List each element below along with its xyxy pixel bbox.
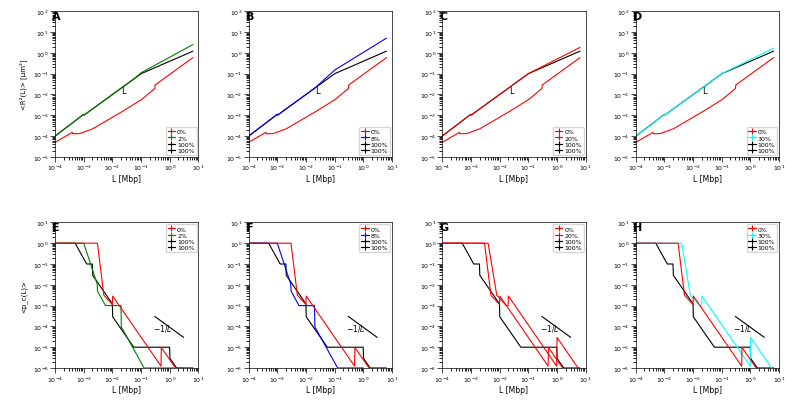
X-axis label: L [Mbp]: L [Mbp] [693, 174, 722, 183]
Text: B: B [246, 12, 254, 22]
Text: L: L [315, 87, 320, 96]
X-axis label: L [Mbp]: L [Mbp] [500, 385, 528, 394]
Legend: 0%, 20%, 100%, 100%: 0%, 20%, 100%, 100% [553, 225, 584, 253]
Text: C: C [439, 12, 448, 22]
Legend: 0%, 30%, 100%, 100%: 0%, 30%, 100%, 100% [747, 128, 778, 156]
Text: L: L [122, 87, 126, 96]
X-axis label: L [Mbp]: L [Mbp] [306, 385, 334, 394]
X-axis label: L [Mbp]: L [Mbp] [113, 174, 142, 183]
X-axis label: L [Mbp]: L [Mbp] [113, 385, 142, 394]
Text: G: G [439, 223, 449, 233]
Text: D: D [633, 12, 642, 22]
Text: L: L [508, 87, 513, 96]
Legend: 0%, 2%, 100%, 100%: 0%, 2%, 100%, 100% [166, 225, 197, 253]
X-axis label: L [Mbp]: L [Mbp] [693, 385, 722, 394]
Y-axis label: <p_c(L)>: <p_c(L)> [20, 279, 27, 312]
Text: F: F [246, 223, 253, 233]
Text: $-1/L$: $-1/L$ [153, 322, 172, 333]
Text: L: L [702, 87, 707, 96]
Text: H: H [633, 223, 642, 233]
Text: $-1/L$: $-1/L$ [540, 322, 560, 333]
Legend: 0%, 30%, 100%, 100%: 0%, 30%, 100%, 100% [747, 225, 778, 253]
Text: A: A [52, 12, 61, 22]
Legend: 0%, 8%, 100%, 100%: 0%, 8%, 100%, 100% [360, 128, 390, 156]
Legend: 0%, 20%, 100%, 100%: 0%, 20%, 100%, 100% [553, 128, 584, 156]
X-axis label: L [Mbp]: L [Mbp] [306, 174, 334, 183]
Legend: 0%, 2%, 100%, 100%: 0%, 2%, 100%, 100% [166, 128, 197, 156]
Text: $-1/L$: $-1/L$ [733, 322, 753, 333]
X-axis label: L [Mbp]: L [Mbp] [500, 174, 528, 183]
Legend: 0%, 8%, 100%, 100%: 0%, 8%, 100%, 100% [360, 225, 390, 253]
Text: E: E [52, 223, 60, 233]
Text: $-1/L$: $-1/L$ [346, 322, 366, 333]
Y-axis label: <R²(L)> [μm²]: <R²(L)> [μm²] [20, 60, 27, 110]
